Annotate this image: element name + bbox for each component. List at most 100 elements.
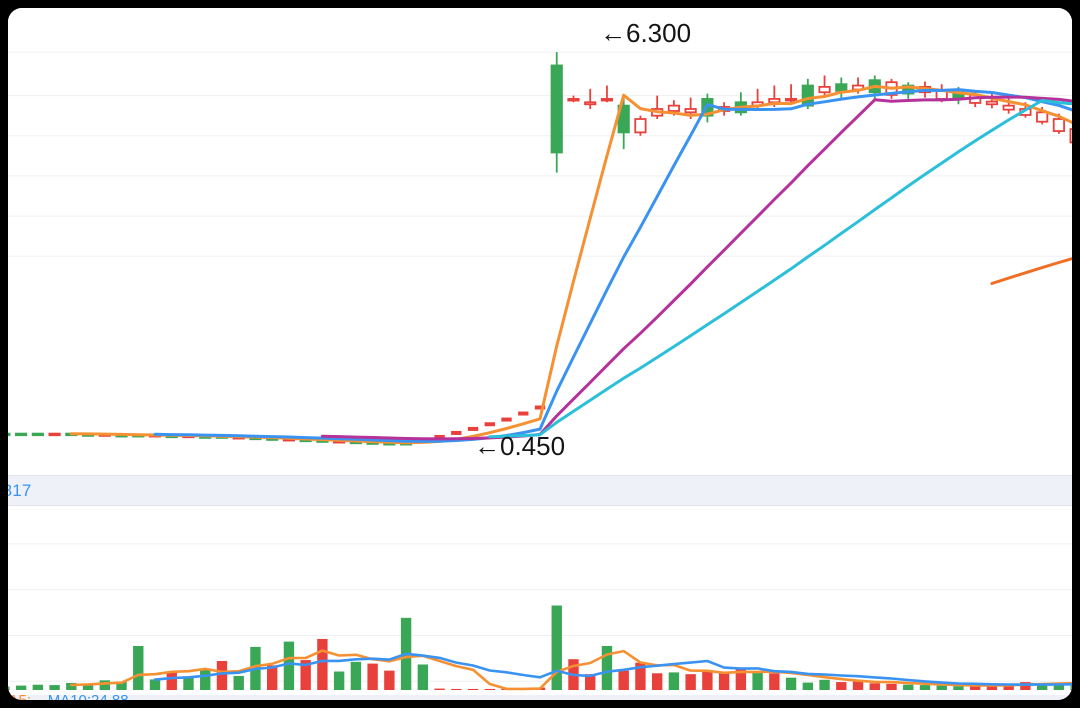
volume-bar bbox=[166, 671, 177, 690]
price-candles-group bbox=[8, 52, 1072, 446]
volume-bar bbox=[82, 683, 94, 690]
candle-body-down bbox=[684, 108, 697, 114]
volume-bar bbox=[769, 673, 780, 690]
volume-bar bbox=[903, 684, 914, 690]
volume-bar bbox=[819, 679, 830, 690]
volume-bar bbox=[417, 664, 429, 690]
volume-bar bbox=[434, 688, 445, 690]
volume-bar bbox=[668, 672, 680, 690]
volume-bar bbox=[735, 668, 747, 690]
candle-body-down bbox=[584, 101, 597, 106]
volume-legend-text: MA5: MA10:24.88 bbox=[8, 695, 129, 700]
volume-bar bbox=[618, 670, 629, 690]
volume-bar bbox=[836, 682, 847, 690]
volume-bar bbox=[66, 682, 77, 690]
candle-body-down bbox=[48, 432, 61, 437]
info-band[interactable]: 0:817 bbox=[8, 475, 1072, 506]
low-price-annotation: ←0.450 bbox=[474, 431, 566, 461]
volume-bar bbox=[283, 641, 295, 690]
candle-body-up bbox=[550, 64, 563, 154]
volume-bar bbox=[32, 684, 44, 690]
candle-body-down bbox=[667, 104, 680, 112]
volume-bar bbox=[116, 681, 127, 690]
price-chart-svg[interactable] bbox=[8, 8, 1072, 475]
candle-body-down bbox=[784, 98, 798, 102]
candle-body-down bbox=[1052, 118, 1065, 132]
volume-bar bbox=[216, 660, 228, 690]
volume-bar bbox=[585, 674, 596, 690]
volume-bar bbox=[99, 680, 110, 690]
volume-bar bbox=[451, 688, 462, 690]
volume-bar bbox=[651, 673, 663, 690]
volume-bar bbox=[15, 685, 27, 690]
info-band-text: 0:817 bbox=[8, 481, 32, 500]
volume-legend-band[interactable]: MA5: MA10:24.88 bbox=[8, 695, 1072, 700]
volume-ma-line-volma5 bbox=[70, 649, 1072, 691]
volume-chart-svg[interactable] bbox=[8, 507, 1072, 695]
candle-body-down bbox=[1036, 111, 1049, 123]
volume-bar bbox=[384, 670, 395, 690]
volume-bar bbox=[986, 684, 998, 690]
volume-bar bbox=[200, 669, 211, 690]
volume-bar bbox=[1070, 682, 1072, 690]
volume-bar bbox=[635, 662, 646, 690]
candle-body-down bbox=[634, 118, 647, 134]
candle-body-up bbox=[31, 432, 44, 437]
volume-bar bbox=[8, 686, 10, 690]
volume-bar bbox=[1003, 684, 1014, 690]
volume-bar bbox=[149, 679, 161, 690]
candle-body-up bbox=[835, 83, 848, 92]
volume-bar bbox=[685, 674, 696, 690]
volume-bar bbox=[266, 665, 278, 690]
ma10-legend-label: MA10:24.88 bbox=[48, 695, 129, 700]
candle-body-down bbox=[768, 98, 781, 104]
ma5-legend-label: MA5: bbox=[8, 695, 31, 700]
price-ma-line-ma20 bbox=[320, 95, 1072, 441]
volume-bar bbox=[133, 646, 144, 690]
candle-body-down bbox=[818, 85, 831, 94]
volume-bar bbox=[702, 671, 713, 690]
price-ma-line-ma10 bbox=[153, 88, 1072, 443]
candle-body-down bbox=[1002, 104, 1015, 111]
volume-bar bbox=[467, 688, 479, 690]
volume-bar bbox=[852, 681, 864, 690]
volume-bar bbox=[183, 677, 194, 690]
volume-bar bbox=[484, 688, 495, 690]
volume-bar bbox=[300, 660, 311, 690]
volume-bar bbox=[752, 672, 763, 690]
volume-bar bbox=[1036, 683, 1048, 690]
volume-chart-panel[interactable] bbox=[8, 507, 1072, 695]
volume-bar bbox=[551, 605, 562, 690]
volume-bar bbox=[350, 661, 362, 690]
volume-bar bbox=[919, 685, 931, 690]
chart-screen: ←6.300 ←0.450 0:817 MA5: MA10:24.88 bbox=[8, 8, 1072, 700]
volume-bar bbox=[317, 638, 328, 690]
volume-bar bbox=[333, 671, 345, 690]
candle-body-down bbox=[600, 98, 614, 102]
candle-body-up bbox=[8, 432, 11, 437]
price-ma-line-ma60 bbox=[990, 257, 1072, 285]
volume-bar bbox=[869, 683, 880, 690]
price-ma-line-ma5 bbox=[69, 84, 1072, 445]
volume-bar bbox=[718, 672, 730, 690]
price-ma-line-ma30 bbox=[488, 99, 1072, 439]
volume-bar bbox=[601, 646, 613, 690]
volume-bar bbox=[802, 682, 814, 690]
price-chart-panel[interactable] bbox=[8, 8, 1072, 475]
chart-stage: ←6.300 ←0.450 0:817 MA5: MA10:24.88 bbox=[8, 8, 1072, 700]
volume-bar bbox=[953, 686, 964, 690]
volume-bar bbox=[970, 685, 981, 690]
volume-ma-line-volma10 bbox=[153, 652, 1072, 686]
candle-body-down bbox=[985, 100, 999, 106]
volume-bar bbox=[49, 685, 60, 690]
volume-bar bbox=[886, 683, 897, 690]
volume-bar bbox=[1053, 682, 1065, 690]
volume-bar bbox=[785, 677, 797, 690]
candle-body-down bbox=[567, 98, 580, 102]
candle-body-up bbox=[15, 432, 28, 437]
volume-bar bbox=[1020, 682, 1031, 690]
volume-bar bbox=[367, 663, 378, 690]
high-price-annotation: ←6.300 bbox=[600, 18, 692, 48]
candle-body-down bbox=[1069, 128, 1072, 144]
